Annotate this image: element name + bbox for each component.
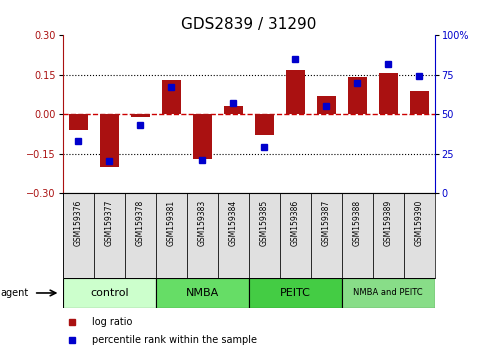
Text: GSM159384: GSM159384: [229, 200, 238, 246]
Text: NMBA: NMBA: [185, 288, 219, 298]
Bar: [286, 69, 304, 114]
Text: GSM159387: GSM159387: [322, 200, 331, 246]
Bar: [280, 193, 311, 278]
Bar: [311, 193, 342, 278]
Text: GSM159383: GSM159383: [198, 200, 207, 246]
Bar: [249, 193, 280, 278]
Text: PEITC: PEITC: [280, 288, 311, 298]
Text: GSM159385: GSM159385: [260, 200, 269, 246]
Text: log ratio: log ratio: [92, 317, 132, 327]
Text: control: control: [90, 288, 128, 298]
Text: percentile rank within the sample: percentile rank within the sample: [92, 335, 257, 345]
Text: GSM159389: GSM159389: [384, 200, 393, 246]
Bar: [156, 193, 187, 278]
Bar: [342, 278, 435, 308]
Bar: [94, 193, 125, 278]
Text: NMBA and PEITC: NMBA and PEITC: [354, 289, 423, 297]
Text: GSM159388: GSM159388: [353, 200, 362, 246]
Bar: [342, 193, 373, 278]
Bar: [373, 193, 404, 278]
Text: agent: agent: [0, 288, 28, 298]
Bar: [69, 114, 87, 130]
Bar: [100, 114, 119, 167]
Bar: [249, 278, 342, 308]
Text: GSM159377: GSM159377: [105, 200, 114, 246]
Bar: [379, 74, 398, 114]
Bar: [131, 114, 150, 117]
Bar: [63, 193, 94, 278]
Bar: [156, 278, 249, 308]
Text: GDS2839 / 31290: GDS2839 / 31290: [181, 17, 316, 32]
Bar: [193, 114, 212, 159]
Bar: [125, 193, 156, 278]
Bar: [162, 80, 181, 114]
Text: GSM159378: GSM159378: [136, 200, 145, 246]
Bar: [224, 106, 242, 114]
Bar: [63, 278, 156, 308]
Bar: [404, 193, 435, 278]
Bar: [317, 96, 336, 114]
Text: GSM159390: GSM159390: [415, 200, 424, 246]
Bar: [187, 193, 218, 278]
Bar: [410, 91, 428, 114]
Text: GSM159376: GSM159376: [74, 200, 83, 246]
Text: GSM159381: GSM159381: [167, 200, 176, 246]
Bar: [255, 114, 273, 135]
Bar: [218, 193, 249, 278]
Bar: [348, 78, 367, 114]
Text: GSM159386: GSM159386: [291, 200, 300, 246]
